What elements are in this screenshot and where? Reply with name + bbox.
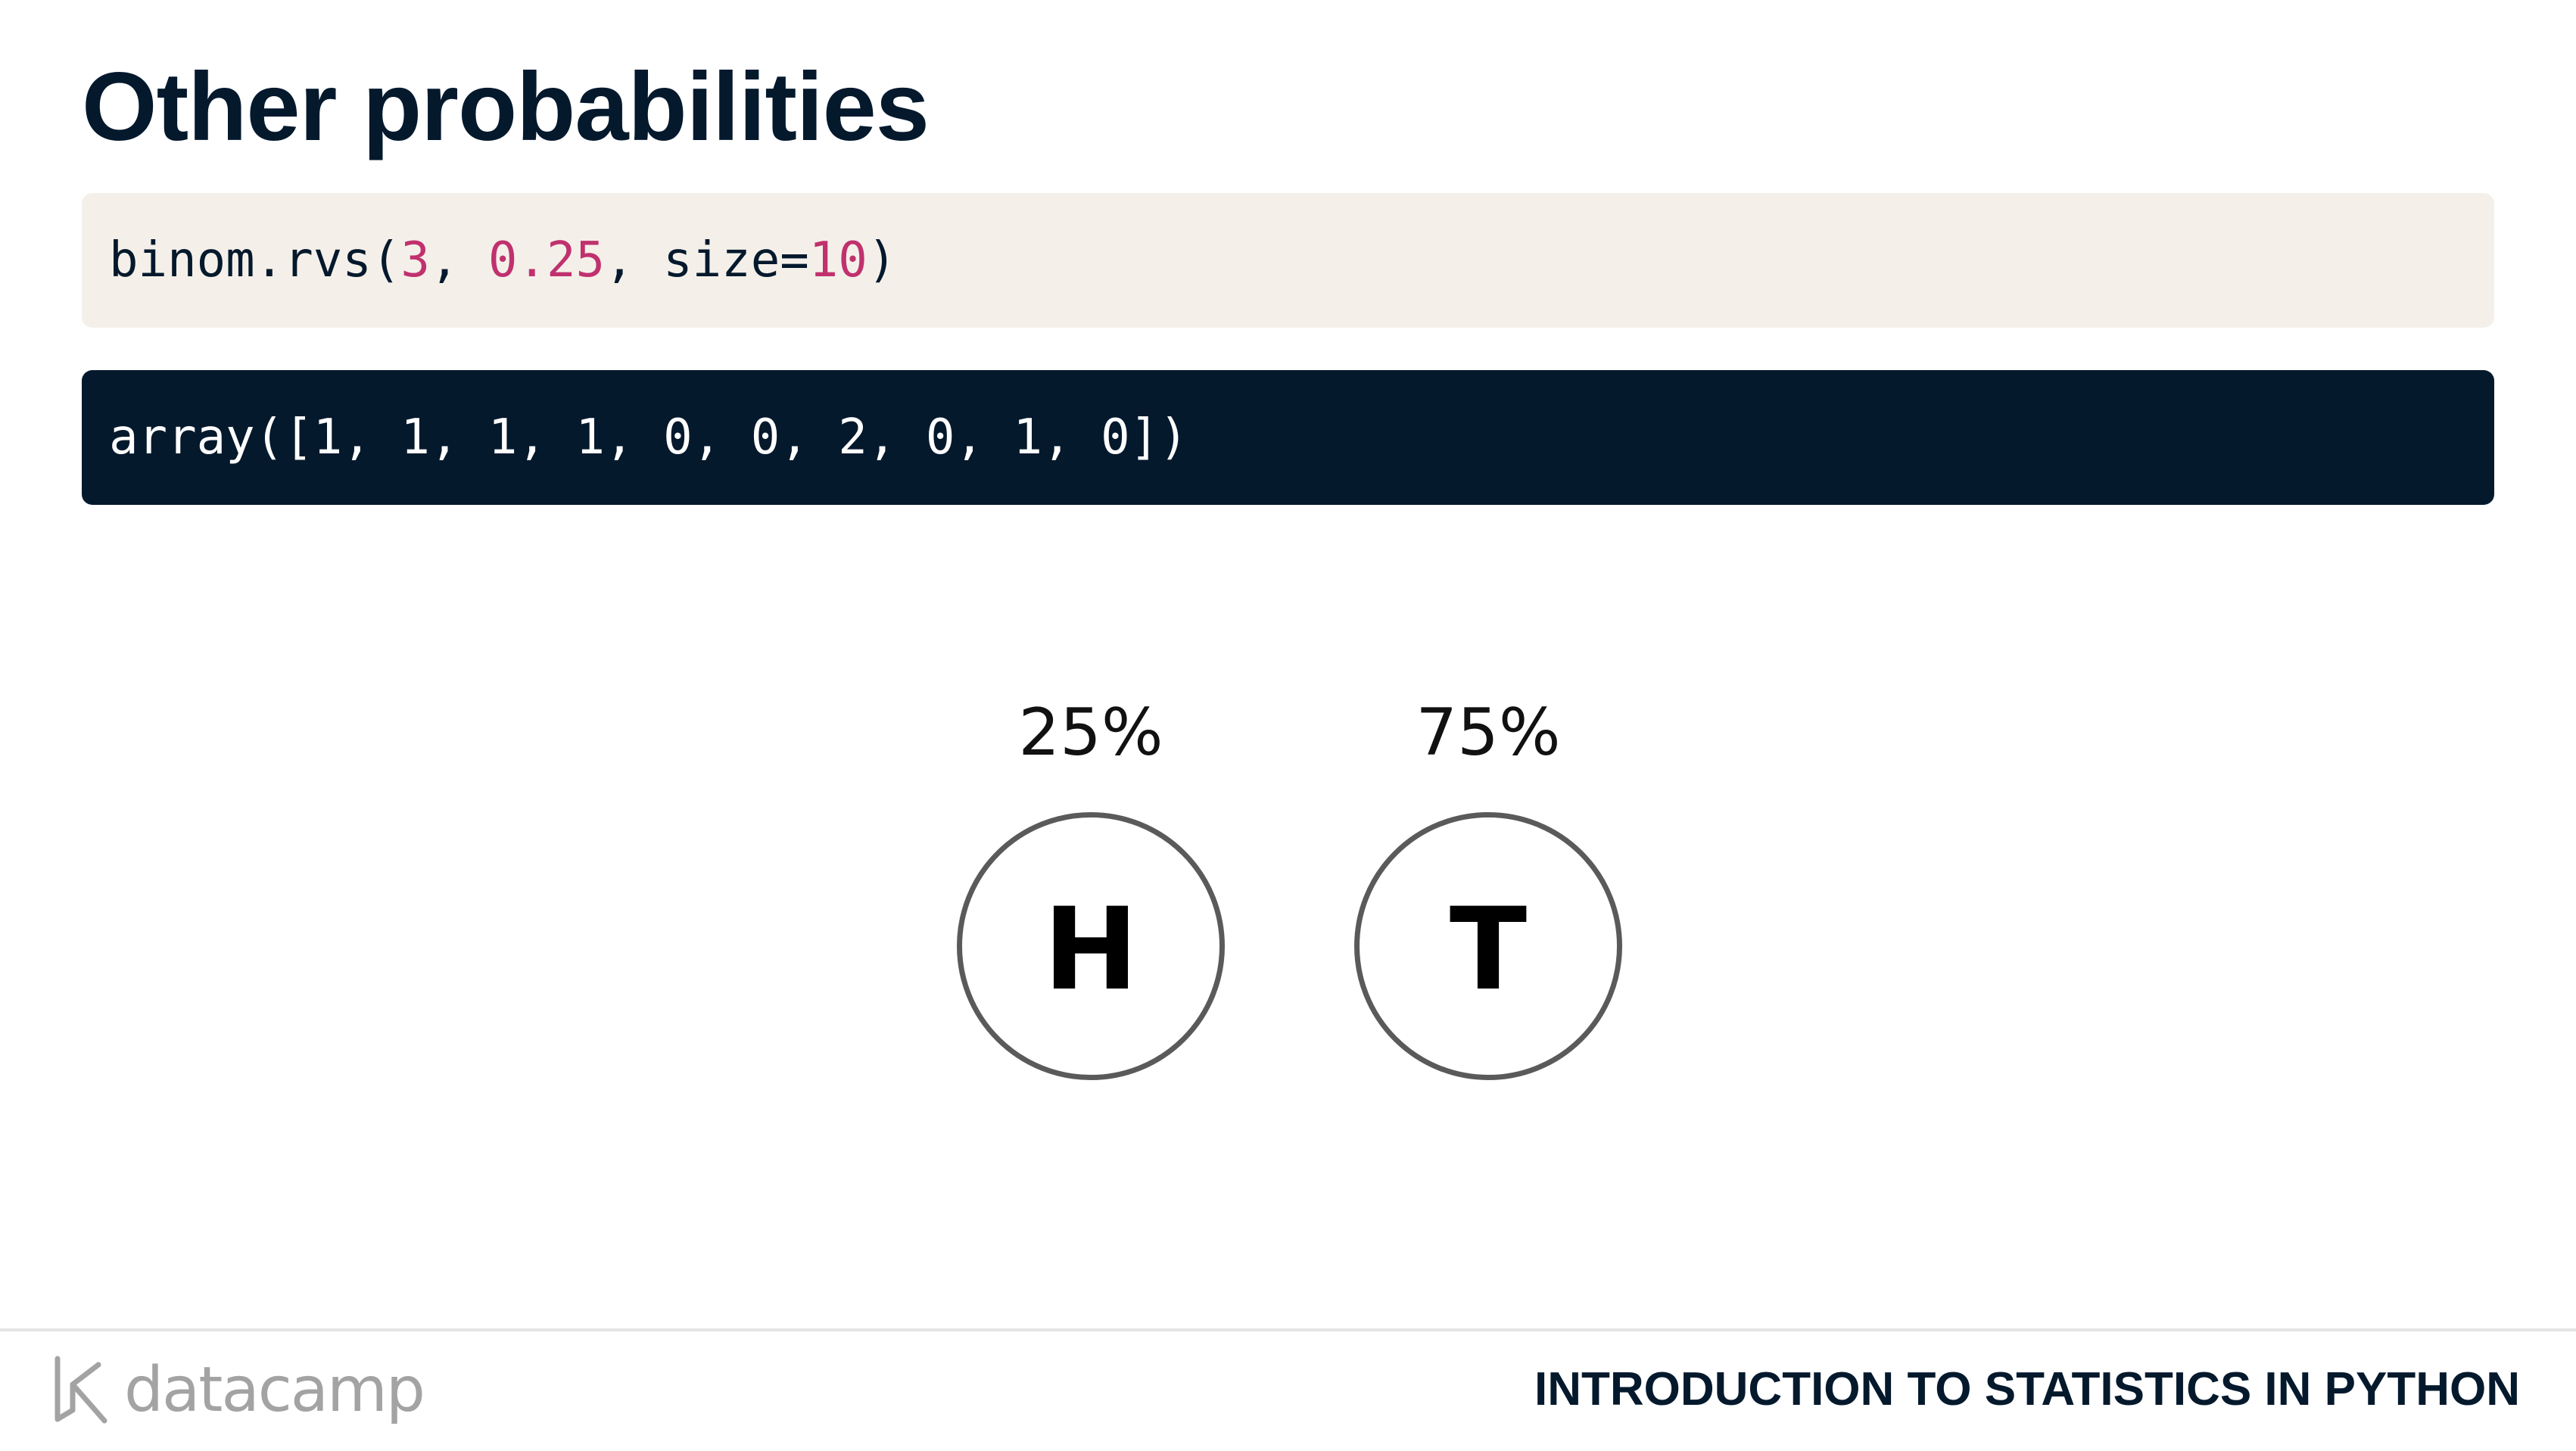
coin-tails-probability: 75% (1416, 695, 1561, 771)
coin-heads: 25% H (951, 700, 1231, 1080)
datacamp-logo: datacamp (51, 1349, 425, 1432)
datacamp-mark-icon (55, 1356, 107, 1424)
course-name: INTRODUCTION TO STATISTICS IN PYTHON (1534, 1363, 2520, 1415)
code-input-block: binom.rvs(3, 0.25, size= 10) (82, 193, 2494, 328)
coin-heads-face: H (1043, 884, 1138, 1016)
coin-heads-probability: 25% (1018, 695, 1163, 771)
code-arg-p: 0.25 (487, 232, 606, 288)
datacamp-wordmark: datacamp (124, 1354, 425, 1426)
slide-title: Other probabilities (82, 53, 930, 161)
code-separator: , (429, 232, 488, 288)
coin-tails-face: T (1449, 884, 1528, 1016)
code-close-paren: ) (867, 232, 897, 288)
code-arg-size: 10 (808, 232, 867, 288)
footer-divider (0, 1328, 2576, 1331)
coin-heads-icon: H (957, 812, 1225, 1080)
code-size-keyword: , size= (605, 232, 809, 288)
code-function: binom.rvs( (109, 232, 401, 288)
code-output-block: array([1, 1, 1, 1, 0, 0, 2, 0, 1, 0]) (82, 370, 2494, 505)
coin-tails: 75% T (1348, 700, 1628, 1080)
coin-tails-icon: T (1354, 812, 1622, 1080)
code-output-text: array([1, 1, 1, 1, 0, 0, 2, 0, 1, 0]) (109, 409, 1188, 466)
code-arg-n: 3 (400, 232, 430, 288)
